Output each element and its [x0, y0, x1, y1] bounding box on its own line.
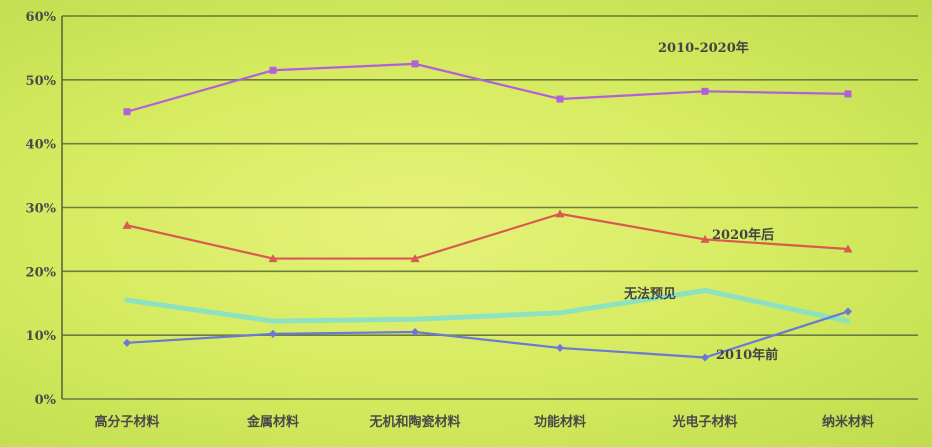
data-point: [123, 338, 131, 347]
data-point: [701, 87, 709, 95]
series-label-unforeseeable: 无法预见: [623, 286, 676, 302]
x-category-label: 金属材料: [246, 414, 299, 430]
series-line: [125, 310, 850, 359]
y-axis-ticks: 0% 10% 20% 30% 40% 50% 60%: [26, 10, 57, 408]
data-point: [555, 209, 565, 218]
y-tick-label: 10%: [26, 329, 57, 344]
grid-lines: [61, 15, 918, 400]
x-axis-categories: 高分子材料 金属材料 无机和陶瓷材料 功能材料 光电子材料 纳米材料: [94, 414, 874, 430]
x-category-label: 光电子材料: [671, 414, 737, 430]
series-label-2010-2020: 2010-2020年: [658, 40, 749, 56]
y-tick-label: 0%: [35, 393, 57, 408]
x-category-label: 功能材料: [534, 414, 586, 430]
data-point: [556, 343, 564, 352]
series-lines: [122, 60, 853, 362]
data-point: [269, 329, 277, 338]
series-line: [125, 212, 850, 260]
data-point: [122, 220, 132, 229]
y-tick-label: 20%: [26, 265, 57, 280]
data-point: [411, 327, 419, 336]
data-point: [844, 307, 852, 316]
data-point: [843, 244, 853, 253]
data-point: [844, 90, 852, 98]
y-tick-label: 60%: [26, 10, 57, 25]
data-point: [268, 254, 278, 263]
data-point: [700, 234, 710, 243]
data-point: [269, 66, 277, 74]
data-point: [556, 95, 564, 103]
data-point: [701, 353, 709, 362]
series-label-before-2010: 2010年前: [716, 347, 778, 363]
data-point: [123, 108, 131, 116]
y-tick-label: 40%: [26, 138, 57, 153]
series-line: [124, 287, 851, 324]
series-labels: 2010-2020年 2020年后 无法预见 2010年前: [623, 40, 778, 363]
x-category-label: 无机和陶瓷材料: [368, 414, 460, 430]
series-label-after-2020: 2020年后: [712, 227, 774, 243]
x-category-label: 高分子材料: [94, 414, 159, 430]
y-tick-label: 30%: [26, 202, 57, 217]
data-point: [410, 254, 420, 263]
series-line: [125, 62, 850, 113]
data-point: [411, 60, 419, 68]
x-category-label: 纳米材料: [822, 414, 874, 430]
y-tick-label: 50%: [26, 74, 57, 89]
